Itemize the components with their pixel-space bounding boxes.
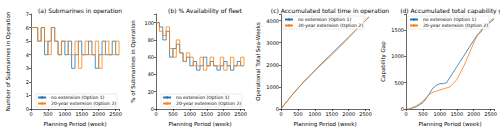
svg-text:500: 500 [394,80,404,86]
svg-text:500: 500 [293,111,303,117]
svg-text:2000: 2000 [342,111,355,117]
svg-text:1: 1 [26,92,29,98]
svg-text:2000: 2000 [92,111,105,117]
svg-text:60: 60 [148,54,154,60]
svg-text:1500: 1500 [75,111,88,117]
svg-text:Capability Gap: Capability Gap [380,41,387,82]
svg-text:Planning Period (week): Planning Period (week) [43,121,106,128]
svg-text:2: 2 [26,79,29,85]
svg-text:2000: 2000 [266,62,279,68]
svg-text:1500: 1500 [325,111,338,117]
svg-text:3: 3 [26,65,29,71]
svg-text:20-year extension (Option 2): 20-year extension (Option 2) [423,23,488,28]
svg-text:80: 80 [148,37,154,43]
svg-text:1000: 1000 [183,111,196,117]
svg-text:Number of Submarines in Operat: Number of Submarines in Operation [5,11,12,111]
svg-text:0: 0 [29,111,32,117]
svg-text:1000: 1000 [391,53,404,59]
svg-text:0: 0 [25,106,29,112]
svg-text:Planning Period (week): Planning Period (week) [168,121,231,128]
svg-text:6: 6 [26,25,29,31]
svg-text:20-year extension (Option 2): 20-year extension (Option 2) [176,101,241,106]
svg-text:1000: 1000 [308,111,321,117]
svg-text:20-year extension (Option 2): 20-year extension (Option 2) [51,101,116,106]
svg-text:Planning Period (week): Planning Period (week) [418,121,481,128]
svg-text:0: 0 [404,111,407,117]
svg-text:2500: 2500 [234,111,247,117]
svg-text:1000: 1000 [266,84,279,90]
svg-text:3000: 3000 [266,40,279,46]
svg-text:1000: 1000 [58,111,71,117]
svg-text:Planning Period (week): Planning Period (week) [293,121,356,128]
svg-text:(d) Accumulated total capabili: (d) Accumulated total capability gap [400,7,500,15]
svg-text:(c) Accumulated total time in: (c) Accumulated total time in operation [271,7,390,15]
svg-text:(b) % Availability of fleet: (b) % Availability of fleet [168,7,242,15]
svg-text:500: 500 [168,111,178,117]
svg-text:20-year extension (Option 2): 20-year extension (Option 2) [298,23,363,28]
svg-text:no extension (Option 1): no extension (Option 1) [176,95,229,100]
svg-text:Operational Total Sea-Weeks: Operational Total Sea-Weeks [255,22,262,101]
svg-text:1000: 1000 [433,111,446,117]
svg-text:5: 5 [26,38,29,44]
svg-text:% of Submarines in Operation: % of Submarines in Operation [130,20,137,103]
svg-text:0: 0 [275,106,279,112]
svg-text:0: 0 [400,106,404,112]
svg-text:no extension (Option 1): no extension (Option 1) [298,17,351,22]
svg-text:0: 0 [150,106,154,112]
svg-text:no extension (Option 1): no extension (Option 1) [423,17,476,22]
svg-text:0: 0 [279,111,282,117]
svg-text:20: 20 [148,89,154,95]
svg-text:0: 0 [154,111,157,117]
svg-text:no extension (Option 1): no extension (Option 1) [51,95,104,100]
svg-text:2500: 2500 [484,111,497,117]
svg-text:1500: 1500 [200,111,213,117]
svg-text:2500: 2500 [109,111,122,117]
svg-text:40: 40 [148,71,154,77]
svg-text:4000: 4000 [266,18,279,24]
svg-text:2500: 2500 [359,111,372,117]
svg-text:(a) Submarines in operation: (a) Submarines in operation [38,7,122,15]
svg-text:2000: 2000 [467,111,480,117]
svg-text:100: 100 [144,20,154,26]
svg-text:7: 7 [26,11,29,17]
svg-text:4: 4 [26,52,29,58]
svg-text:1500: 1500 [450,111,463,117]
svg-text:1500: 1500 [391,27,404,33]
svg-text:500: 500 [418,111,428,117]
svg-text:500: 500 [43,111,53,117]
svg-text:2000: 2000 [217,111,230,117]
